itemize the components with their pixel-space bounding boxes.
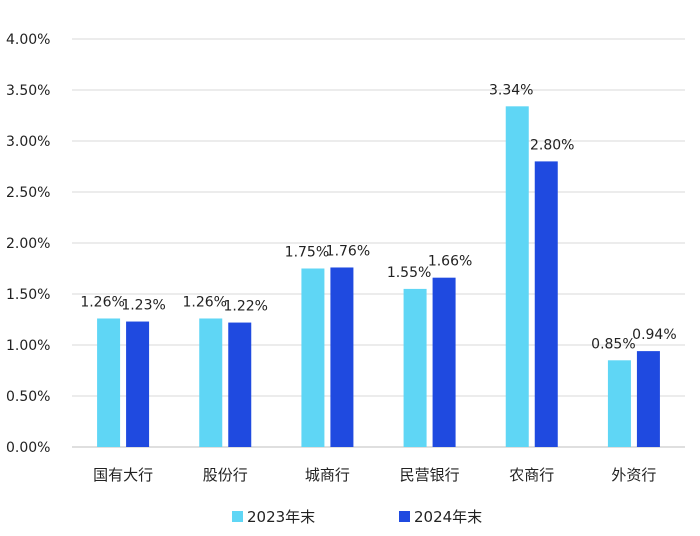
data-label: 1.26% [80, 294, 124, 310]
y-tick-label: 0.50% [6, 389, 50, 405]
bar-series-2 [432, 277, 456, 447]
y-tick-label: 0.00% [6, 440, 50, 456]
bars [97, 106, 660, 447]
legend: 2023年末 2024年末 [232, 508, 482, 526]
x-category-label: 国有大行 [93, 466, 153, 484]
data-label: 0.94% [632, 327, 676, 343]
bar-series-2 [126, 321, 150, 447]
y-axis-ticks: 0.00% 0.50% 1.00% 1.50% 2.00% 2.50% 3.00% 3.50%… [6, 32, 50, 456]
y-tick-label: 1.00% [6, 338, 50, 354]
bar-series-1 [199, 318, 223, 447]
bar-series-1 [301, 268, 325, 447]
legend-label: 2023年末 [247, 508, 315, 526]
bar-series-2 [636, 351, 660, 447]
data-labels: 1.26%1.23% 1.26%1.22%1.75%1.76%1.55%1.66%… [80, 82, 676, 352]
y-tick-label: 3.50% [6, 83, 50, 99]
x-category-label: 外资行 [611, 466, 656, 484]
data-label: 0.85% [591, 336, 635, 352]
bar-series-1 [97, 318, 121, 447]
y-tick-label: 3.00% [6, 134, 50, 150]
y-tick-label: 2.50% [6, 185, 50, 201]
y-tick-label: 1.50% [6, 287, 50, 303]
bar-series-1 [505, 106, 529, 447]
grid-layer [72, 38, 685, 448]
data-label: 2.80% [530, 137, 574, 153]
legend-swatch [399, 511, 410, 522]
legend-label: 2024年末 [414, 508, 482, 526]
x-axis-categories: 国有大行 股份行 城商行 民营银行 农商行 外资行 [93, 466, 656, 484]
y-tick-label: 4.00% [6, 32, 50, 48]
legend-swatch [232, 511, 243, 522]
data-label: 1.22% [224, 299, 268, 315]
x-category-label: 民营银行 [400, 466, 460, 484]
y-tick-label: 2.00% [6, 236, 50, 252]
bar-series-2 [534, 161, 558, 447]
bar-series-2 [330, 267, 354, 447]
x-category-label: 农商行 [509, 466, 554, 484]
data-label: 3.34% [489, 82, 533, 98]
data-label: 1.75% [285, 245, 329, 261]
x-category-label: 股份行 [203, 466, 248, 484]
data-label: 1.26% [183, 294, 227, 310]
data-label: 1.55% [387, 265, 431, 281]
data-label: 1.23% [121, 298, 165, 314]
x-category-label: 城商行 [305, 466, 350, 484]
bar-series-2 [228, 322, 252, 447]
data-label: 1.66% [428, 254, 472, 270]
data-label: 1.76% [326, 243, 370, 259]
bar-series-1 [403, 288, 427, 447]
bar-series-1 [607, 360, 631, 447]
